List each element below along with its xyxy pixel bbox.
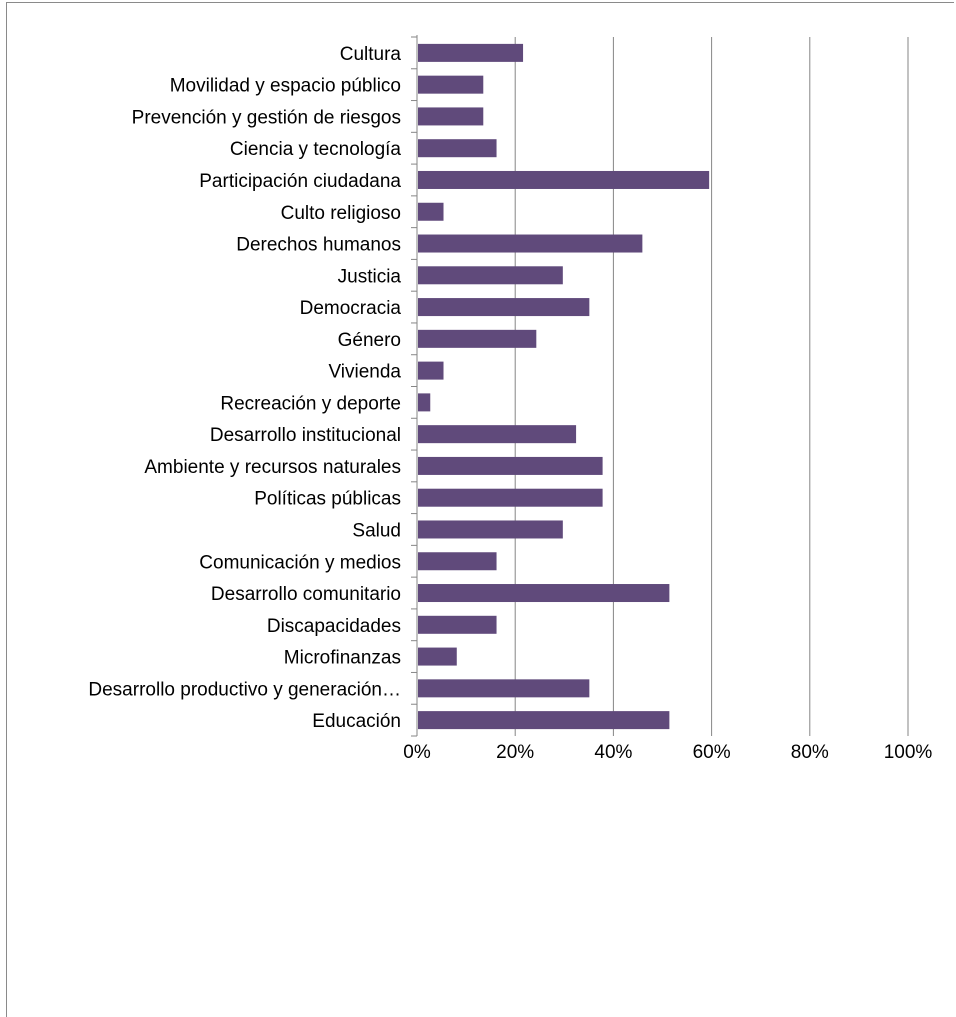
category-label-15: Salud: [352, 520, 401, 541]
bar-5: [418, 202, 444, 221]
x-tick-label-2: 40%: [594, 742, 632, 763]
bar-14: [418, 488, 603, 507]
bar-7: [418, 266, 563, 285]
x-tick-label-3: 60%: [693, 742, 731, 763]
bar-15: [418, 520, 563, 539]
x-tick-label-5: 100%: [884, 742, 933, 763]
bar-19: [418, 647, 457, 666]
bar-10: [418, 361, 444, 380]
category-label-4: Participación ciudadana: [199, 171, 401, 192]
category-label-1: Movilidad y espacio público: [170, 76, 401, 97]
bar-16: [418, 552, 497, 571]
x-tick-label-4: 80%: [791, 742, 829, 763]
bar-6: [418, 234, 643, 253]
bar-20: [418, 679, 590, 698]
category-label-6: Derechos humanos: [236, 235, 401, 256]
bars: [418, 43, 710, 730]
bar-3: [418, 139, 497, 158]
category-label-7: Justicia: [338, 266, 402, 287]
bar-21: [418, 711, 670, 730]
x-tick-label-0: 0%: [403, 742, 431, 763]
bar-18: [418, 615, 497, 634]
category-label-13: Ambiente y recursos naturales: [144, 457, 401, 478]
category-label-11: Recreación y deporte: [220, 393, 401, 414]
category-label-18: Discapacidades: [267, 616, 401, 637]
bar-11: [418, 393, 431, 412]
bar-2: [418, 107, 484, 126]
category-labels: Cultura Movilidad y espacio público Preven…: [88, 44, 401, 732]
bar-0: [418, 43, 524, 62]
category-label-5: Culto religioso: [281, 203, 401, 224]
category-label-17: Desarrollo comunitario: [211, 584, 401, 605]
grid-lines: [514, 37, 909, 736]
category-label-2: Prevención y gestión de riesgos: [132, 107, 401, 128]
bar-chart: Cultura Movilidad y espacio público Preven…: [88, 35, 932, 763]
bar-9: [418, 329, 537, 348]
category-label-8: Democracia: [300, 298, 402, 319]
bar-4: [418, 170, 710, 189]
category-label-0: Cultura: [340, 44, 402, 65]
bar-13: [418, 456, 603, 475]
category-label-21: Educación: [312, 711, 401, 732]
category-label-9: Género: [338, 330, 401, 351]
x-tick-label-1: 20%: [496, 742, 534, 763]
bar-12: [418, 425, 577, 444]
category-label-12: Desarrollo institucional: [210, 425, 401, 446]
y-axis: [411, 35, 418, 737]
category-label-14: Políticas públicas: [254, 489, 401, 510]
category-label-16: Comunicación y medios: [199, 552, 401, 573]
chart-frame: Cultura Movilidad y espacio público Preven…: [6, 2, 954, 1017]
category-label-10: Vivienda: [328, 362, 401, 383]
category-label-19: Microfinanzas: [284, 648, 401, 669]
bar-1: [418, 75, 484, 94]
bar-8: [418, 298, 590, 317]
x-tick-labels: 0% 20% 40% 60% 80% 100%: [403, 742, 932, 763]
category-label-3: Ciencia y tecnología: [230, 139, 402, 160]
category-label-20: Desarrollo productivo y generación…: [88, 679, 401, 700]
bar-17: [418, 584, 670, 603]
